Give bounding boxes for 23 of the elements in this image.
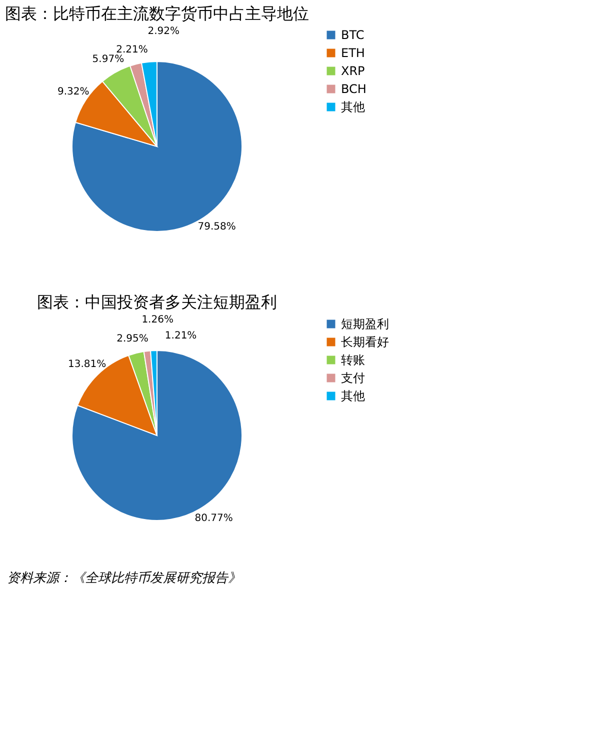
legend-label: BCH <box>341 82 366 96</box>
data-label: 5.97% <box>92 54 124 66</box>
data-label: 9.32% <box>57 86 90 98</box>
data-label: 1.21% <box>164 330 197 342</box>
legend-label: 支付 <box>341 371 365 385</box>
text: 资料来源：《全球比特币发展研究报告》 <box>7 571 241 586</box>
data-label: 2.21% <box>116 44 148 56</box>
legend-label: 短期盈利 <box>341 317 389 331</box>
legend-label: 转账 <box>341 353 365 367</box>
data-label: 80.77% <box>194 512 233 524</box>
chart-title: 图表：中国投资者多关注短期盈利 <box>37 292 277 312</box>
legend-label: 长期看好 <box>341 335 389 349</box>
legend-label: 其他 <box>341 100 365 114</box>
chart-title: 图表：比特币在主流数字货币中占主导地位 <box>5 4 309 23</box>
legend-label: BTC <box>341 28 364 42</box>
data-label: 2.92% <box>148 26 180 37</box>
data-label: 1.26% <box>142 314 174 326</box>
legend-label: ETH <box>341 46 365 60</box>
legend-label: XRP <box>341 64 365 78</box>
data-label: 2.95% <box>116 334 148 345</box>
data-label: 13.81% <box>68 359 106 370</box>
data-label: 79.58% <box>198 222 236 233</box>
legend-label: 其他 <box>341 389 365 403</box>
